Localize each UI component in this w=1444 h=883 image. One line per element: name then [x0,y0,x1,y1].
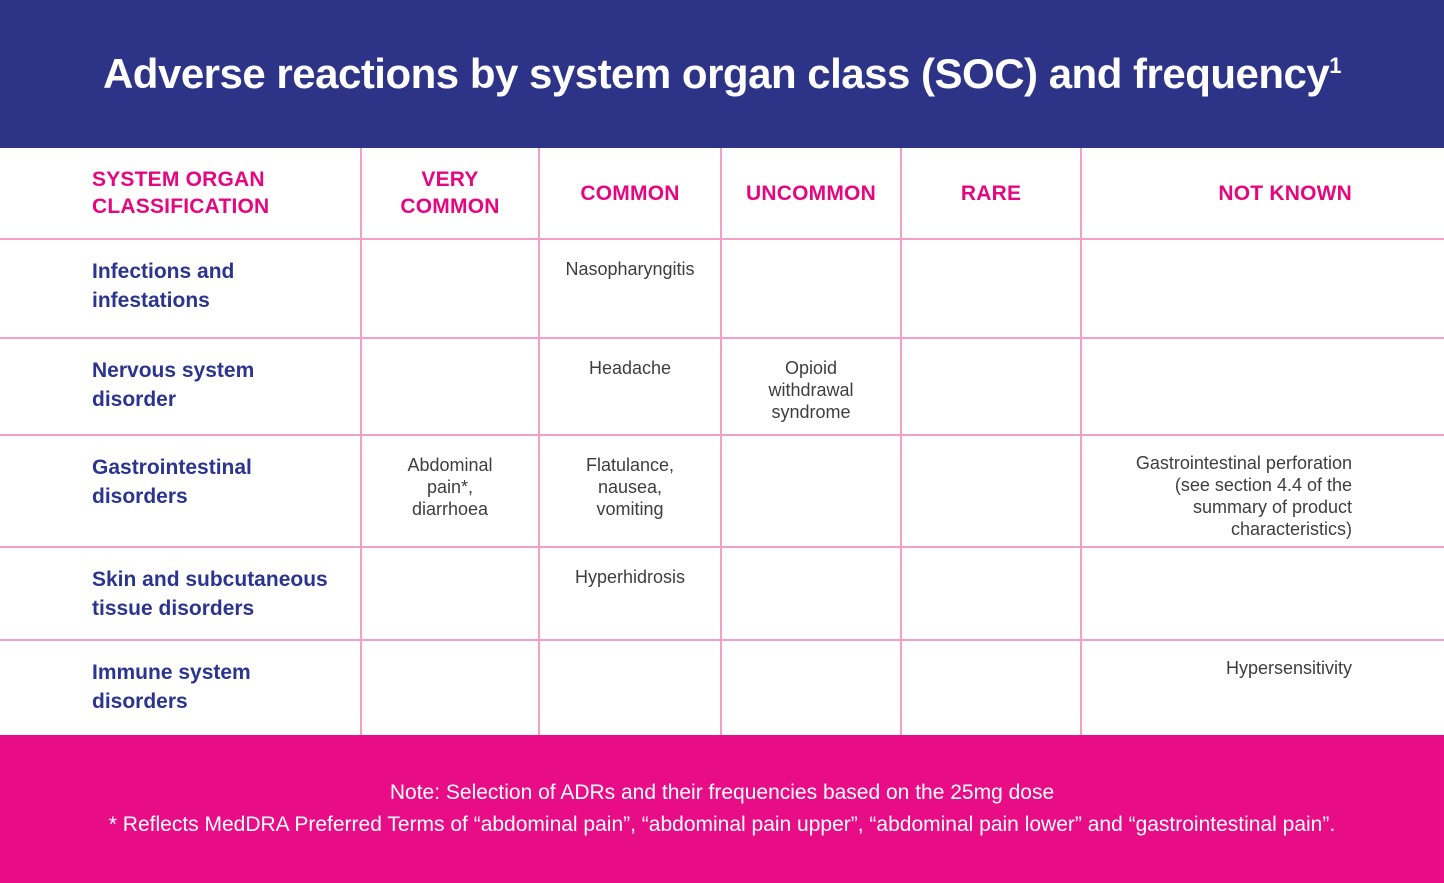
common-cell: Flatulance, nausea, vomiting [540,436,722,548]
not-known-cell: Hypersensitivity [1225,658,1352,678]
common-cell: Headache [540,339,722,436]
very-common-cell [362,548,540,641]
uncommon-cell [722,548,902,641]
page-title: Adverse reactions by system organ class … [102,50,1342,98]
col-header-common: COMMON [540,148,722,240]
rare-cell [902,240,1082,339]
table-row: Skin and subcutaneous tissue disorders H… [0,548,1444,641]
page-title-text: Adverse reactions by system organ class … [102,50,1330,97]
not-known-cell [1082,240,1444,339]
footnote-bar: Note: Selection of ADRs and their freque… [0,735,1444,883]
col-header-not-known: NOT KNOWN [1082,148,1444,240]
very-common-cell [362,240,540,339]
not-known-cell: Gastrointestinal perforation (see sectio… [1082,436,1444,548]
not-known-cell [1082,339,1444,436]
table-row: Nervous system disorder Headache Opioid … [0,339,1444,436]
table-row: Infections and infestations Nasopharyngi… [0,240,1444,339]
very-common-cell [362,641,540,735]
row-label-cell: Gastrointestinal disorders [0,436,362,548]
common-cell: Nasopharyngitis [540,240,722,339]
row-label-cell: Immune system disorders [0,641,362,735]
rare-cell [902,641,1082,735]
row-label-cell: Infections and infestations [0,240,362,339]
row-label-cell: Nervous system disorder [0,339,362,436]
dose-note: Note: Selection of ADRs and their freque… [389,781,1055,804]
adverse-reactions-table: SYSTEM ORGAN CLASSIFICATION VERY COMMON … [0,148,1444,735]
col-header-rare: RARE [902,148,1082,240]
table-row: Immune system disorders Hypersensitivity [0,641,1444,735]
not-known-cell [1082,548,1444,641]
asterisk-note: * Reflects MedDRA Preferred Terms of “ab… [108,813,1336,836]
uncommon-cell [722,641,902,735]
rare-cell [902,339,1082,436]
rare-cell [902,548,1082,641]
uncommon-cell: Opioid withdrawal syndrome [722,339,902,436]
very-common-cell [362,339,540,436]
uncommon-cell [722,240,902,339]
col-header-uncommon: UNCOMMON [722,148,902,240]
uncommon-cell [722,436,902,548]
common-cell: Hyperhidrosis [540,548,722,641]
title-footnote-superscript: 1 [1329,53,1342,78]
row-label-cell: Skin and subcutaneous tissue disorders [0,548,362,641]
very-common-cell: Abdominal pain*, diarrhoea [362,436,540,548]
title-banner: Adverse reactions by system organ class … [0,0,1444,148]
col-header-soc: SYSTEM ORGAN CLASSIFICATION [0,148,362,240]
table-header-row: SYSTEM ORGAN CLASSIFICATION VERY COMMON … [0,148,1444,240]
col-header-very-common: VERY COMMON [362,148,540,240]
table-row: Gastrointestinal disorders Abdominal pai… [0,436,1444,548]
common-cell [540,641,722,735]
rare-cell [902,436,1082,548]
